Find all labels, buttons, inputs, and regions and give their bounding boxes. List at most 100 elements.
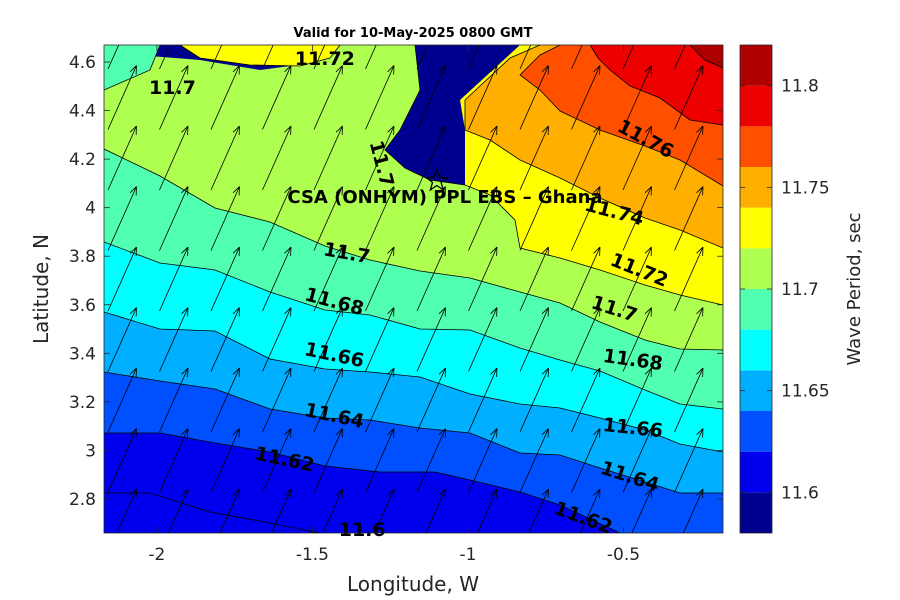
- y-tick-label: 3.4: [69, 344, 96, 364]
- wave-arrow: [107, 125, 137, 191]
- band-11-78: [590, 45, 723, 125]
- wave-arrow: [262, 428, 292, 493]
- wave-arrow: [622, 65, 652, 130]
- wave-arrow: [107, 307, 137, 372]
- wave-arrow: [313, 65, 343, 130]
- wave-arrow: [416, 65, 446, 130]
- wave-arrow: [468, 367, 498, 433]
- wave-arrow: [107, 428, 137, 493]
- contour-label: 11.7: [149, 77, 196, 99]
- wave-arrow: [528, 488, 549, 533]
- wave-arrow: [476, 488, 498, 533]
- colorbar-segment: [740, 248, 772, 289]
- wave-arrow: [210, 186, 240, 251]
- wave-arrow: [631, 488, 652, 533]
- wave-arrow: [365, 307, 395, 372]
- wave-arrow: [262, 45, 274, 70]
- wave-arrow: [519, 45, 532, 70]
- wave-arrow: [365, 65, 395, 130]
- wave-arrow: [210, 246, 240, 312]
- colorbar-tick-label: 11.8: [781, 77, 819, 97]
- wave-arrow: [622, 428, 652, 493]
- y-tick-label: 4.6: [69, 53, 96, 73]
- wave-arrow: [468, 65, 498, 130]
- wave-arrow: [159, 246, 189, 312]
- wave-arrow: [674, 428, 704, 493]
- wave-arrow: [571, 45, 583, 70]
- wave-arrow: [107, 65, 137, 130]
- site-label: CSA (ONHYM) PPL EBS – Ghana: [287, 187, 602, 208]
- wave-arrow: [159, 45, 171, 70]
- colorbar-segment: [740, 289, 772, 330]
- wave-arrow: [365, 186, 395, 251]
- wave-arrow: [674, 307, 704, 372]
- colorbar-tick-label: 11.75: [781, 178, 830, 198]
- site-annotation: CSA (ONHYM) PPL EBS – Ghana: [287, 168, 603, 208]
- wave-arrow: [313, 186, 343, 251]
- wave-arrow: [674, 367, 704, 433]
- wave-arrow: [116, 488, 137, 533]
- wave-arrow: [210, 45, 223, 70]
- x-axis-label: Longitude, W: [347, 572, 479, 596]
- y-tick-label: 4.4: [69, 102, 96, 122]
- chart-title: Valid for 10-May-2025 0800 GMT: [294, 26, 533, 41]
- wave-arrow: [519, 65, 549, 130]
- wave-arrow: [416, 428, 446, 493]
- wave-arrow: [416, 125, 446, 191]
- wave-arrow: [210, 65, 240, 130]
- wave-arrow: [416, 246, 446, 312]
- wave-arrow: [270, 488, 292, 533]
- wave-arrow: [159, 367, 189, 433]
- wave-arrow: [262, 186, 292, 251]
- wave-arrow: [519, 186, 549, 251]
- wave-arrow: [313, 125, 343, 191]
- wave-arrow: [262, 307, 292, 372]
- wave-arrow: [571, 307, 601, 372]
- colorbar-segment: [740, 329, 772, 371]
- wave-arrow: [210, 367, 240, 433]
- wave-arrow: [579, 488, 601, 533]
- wave-arrow: [159, 428, 189, 493]
- band-11-80: [690, 45, 723, 68]
- colorbar-tick-label: 11.6: [781, 483, 819, 503]
- wave-arrow: [622, 125, 652, 191]
- wave-arrow: [425, 488, 446, 533]
- wave-arrow: [262, 125, 292, 191]
- wave-arrow: [262, 367, 292, 433]
- wave-arrow: [622, 367, 652, 433]
- colorbar: 11.6 11.65 11.7 11.75 11.8: [739, 44, 830, 534]
- wave-arrow: [373, 488, 395, 533]
- band-11-70: [104, 45, 723, 350]
- wave-arrow: [468, 307, 498, 372]
- band-11-64: [104, 312, 723, 493]
- wave-arrow: [167, 488, 189, 533]
- wave-arrow: [571, 246, 601, 312]
- wave-arrow: [159, 125, 189, 191]
- wave-arrow: [622, 246, 652, 312]
- band-11-62: [104, 372, 723, 533]
- wave-direction-arrows: [107, 45, 704, 533]
- colorbar-label: Wave Period, sec: [844, 212, 865, 365]
- wave-arrow: [674, 125, 704, 191]
- wave-arrow: [159, 186, 189, 251]
- wave-arrow: [365, 428, 395, 493]
- wave-arrow: [416, 307, 446, 372]
- y-tick-label: 3.6: [69, 296, 96, 316]
- wave-arrow: [622, 186, 652, 251]
- colorbar-segment: [740, 85, 772, 127]
- x-tick-label: -0.5: [607, 545, 640, 565]
- band-11-60-main: [104, 433, 620, 533]
- wave-arrow: [210, 307, 240, 372]
- wave-arrow: [468, 45, 480, 70]
- wave-arrow: [674, 186, 704, 251]
- y-tick-label: 3: [85, 441, 96, 461]
- wave-arrow: [262, 246, 292, 312]
- plot-frame: [103, 44, 724, 534]
- colorbar-segment: [740, 411, 772, 452]
- wave-arrow: [519, 307, 549, 372]
- wave-arrow: [468, 125, 498, 191]
- colorbar-segment: [740, 207, 772, 249]
- x-tick-label: -2: [148, 545, 165, 565]
- wave-arrow: [322, 488, 343, 533]
